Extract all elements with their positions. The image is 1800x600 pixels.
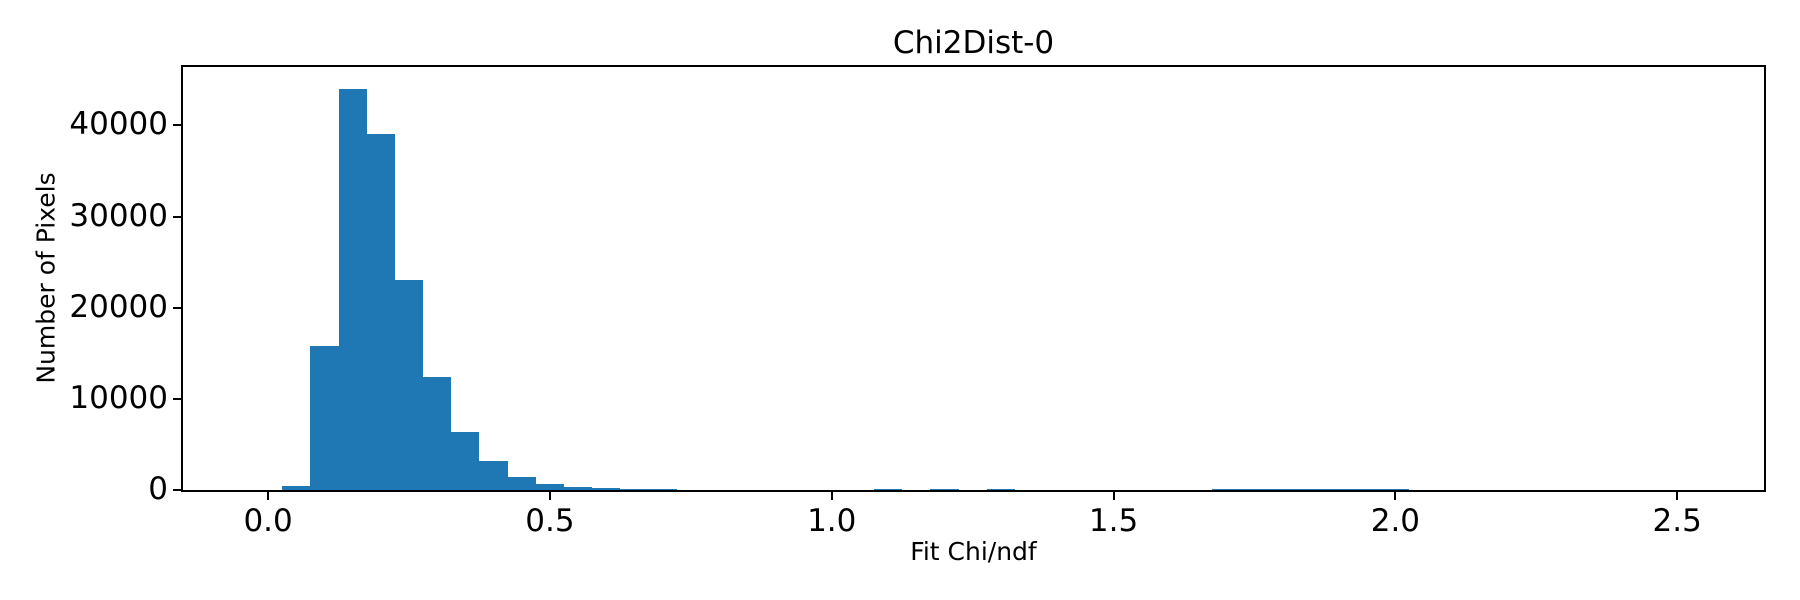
histogram-bars	[183, 67, 1764, 490]
y-tick-mark	[173, 489, 181, 491]
x-tick-label: 1.0	[807, 503, 857, 539]
x-tick-label: 0.5	[525, 503, 575, 539]
histogram-bar	[874, 488, 903, 490]
histogram-bar	[1212, 488, 1241, 490]
histogram-bar	[620, 488, 649, 490]
histogram-bar	[1353, 488, 1382, 490]
histogram-bar	[479, 461, 508, 490]
y-axis-label: Number of Pixels	[31, 172, 61, 384]
x-tick-label: 2.5	[1652, 503, 1702, 539]
x-tick-label: 2.0	[1370, 503, 1421, 539]
histogram-bar	[338, 88, 367, 490]
histogram-bar	[930, 488, 959, 490]
histogram-bar	[366, 133, 395, 490]
histogram-bar	[394, 280, 424, 490]
histogram-bar	[423, 376, 452, 490]
y-tick-label: 30000	[69, 197, 168, 234]
histogram-bar	[1296, 488, 1325, 490]
x-tick-mark	[1676, 492, 1679, 500]
x-tick-mark	[267, 492, 270, 500]
x-tick-mark	[1112, 492, 1115, 500]
x-tick-label: 0.0	[243, 503, 293, 539]
histogram-bar	[535, 484, 564, 490]
y-tick-label: 20000	[69, 288, 168, 325]
x-tick-mark	[830, 492, 833, 500]
histogram-bar	[1324, 488, 1354, 490]
y-tick-label: 10000	[69, 379, 168, 416]
histogram-bar	[282, 486, 311, 490]
y-tick-label: 0	[148, 471, 168, 507]
histogram-bar	[648, 488, 677, 490]
y-tick-mark	[173, 397, 181, 400]
plot-area	[181, 65, 1766, 492]
x-tick-mark	[1394, 492, 1397, 500]
histogram-bar	[507, 477, 536, 490]
y-tick-mark	[173, 306, 181, 309]
y-tick-mark	[173, 215, 181, 218]
y-tick-label: 40000	[69, 106, 168, 143]
histogram-bar	[564, 487, 593, 490]
x-axis-label: Fit Chi/ndf	[910, 537, 1037, 566]
x-tick-label: 1.5	[1088, 503, 1139, 539]
histogram-bar	[1381, 488, 1410, 490]
x-tick-mark	[548, 492, 551, 500]
chart-title: Chi2Dist-0	[892, 25, 1055, 61]
histogram-bar	[1268, 488, 1297, 490]
histogram-bar	[451, 431, 480, 490]
histogram-bar	[1240, 488, 1269, 490]
histogram-bar	[592, 488, 621, 490]
histogram-bar	[310, 345, 339, 490]
y-tick-mark	[173, 124, 181, 127]
histogram-bar	[986, 488, 1015, 490]
